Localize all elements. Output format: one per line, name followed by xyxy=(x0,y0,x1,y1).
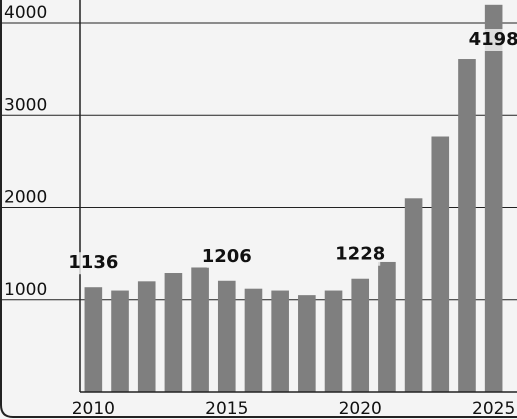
bar xyxy=(84,287,103,392)
bar xyxy=(458,59,476,393)
y-tick-label: 1000 xyxy=(4,280,47,300)
bar xyxy=(217,280,236,392)
x-tick-label: 2015 xyxy=(205,399,248,419)
bar xyxy=(351,278,370,392)
x-tick-label: 2020 xyxy=(339,399,382,419)
bar xyxy=(298,295,316,392)
value-label-bg xyxy=(73,252,114,275)
bar xyxy=(484,4,503,393)
bar xyxy=(378,261,396,392)
value-label-bg xyxy=(473,29,514,51)
bar xyxy=(191,267,209,392)
value-label: 4198 xyxy=(469,29,517,50)
y-tick-label: 2000 xyxy=(4,188,47,208)
bar xyxy=(404,198,423,392)
bar xyxy=(244,288,263,392)
bar xyxy=(111,290,129,392)
bar xyxy=(271,290,289,392)
x-tick-label: 2010 xyxy=(72,399,115,419)
y-tick-label: 4000 xyxy=(4,3,47,23)
bar xyxy=(431,136,450,392)
value-label: 1206 xyxy=(202,246,252,267)
value-label: 1136 xyxy=(68,252,118,273)
bar xyxy=(324,290,343,392)
bar xyxy=(164,273,183,392)
value-label-bg xyxy=(340,243,381,266)
value-label: 1228 xyxy=(335,244,385,265)
bar xyxy=(137,281,156,392)
y-tick-label: 3000 xyxy=(4,95,47,115)
value-label-bg xyxy=(206,245,247,268)
bars xyxy=(84,4,503,393)
x-tick-label: 2025 xyxy=(472,399,515,419)
